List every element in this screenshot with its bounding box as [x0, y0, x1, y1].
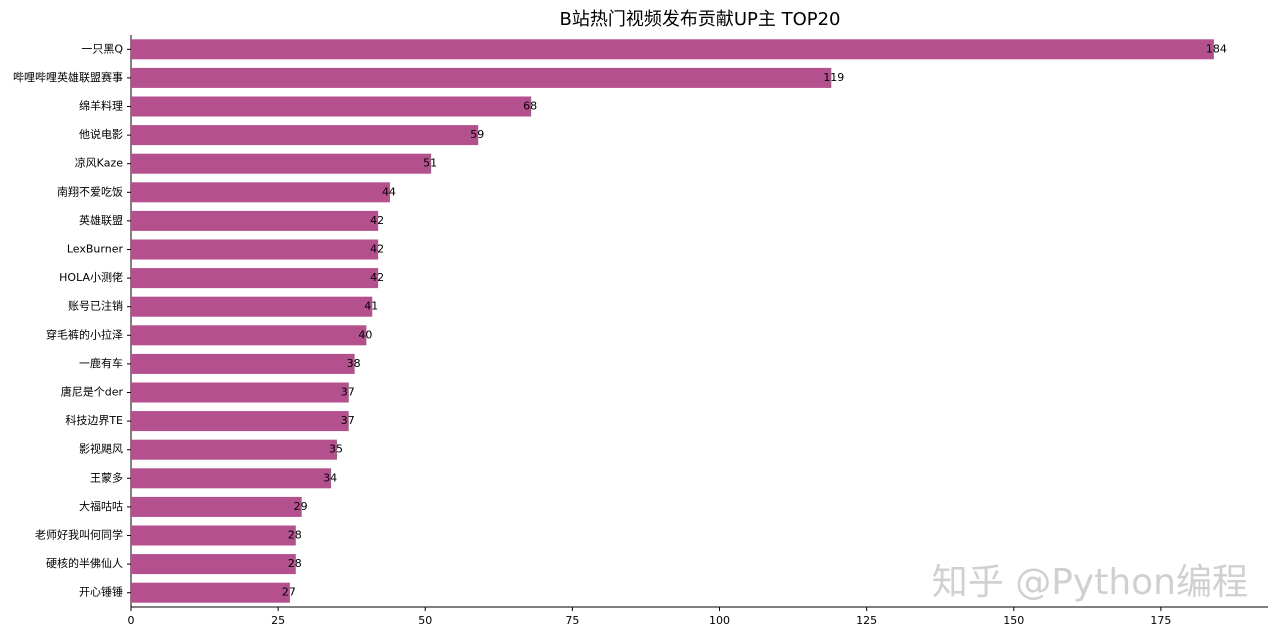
value-label: 41 [364, 300, 378, 313]
x-tick-label: 150 [1003, 614, 1024, 627]
bar [131, 125, 479, 146]
bar [131, 382, 349, 403]
y-tick-label: 他说电影 [79, 127, 123, 141]
value-label: 37 [341, 414, 355, 427]
value-label: 68 [523, 100, 537, 113]
value-label: 28 [288, 529, 302, 542]
y-tick-label: 南翔不爱吃饭 [57, 184, 123, 198]
x-tick-label: 100 [709, 614, 730, 627]
x-tick-label: 75 [565, 614, 579, 627]
y-tick-label: 一只黑Q [81, 42, 123, 55]
y-tick-label: 唐尼是个der [61, 385, 124, 399]
value-label: 29 [294, 500, 308, 513]
y-tick-label: 开心锤锤 [79, 585, 123, 599]
bar [131, 411, 349, 432]
y-tick-label: 影视飓风 [79, 442, 123, 456]
bar [131, 496, 302, 517]
bar [131, 39, 1214, 60]
value-label: 38 [347, 357, 361, 370]
bar [131, 210, 379, 231]
bar [131, 582, 290, 603]
value-label: 119 [823, 71, 844, 84]
bar [131, 67, 832, 88]
bar [131, 296, 373, 317]
chart-title: B站热门视频发布贡献UP主 TOP20 [559, 9, 840, 30]
y-tick-label: 一鹿有车 [79, 356, 123, 370]
bar [131, 439, 337, 460]
value-label: 37 [341, 386, 355, 399]
y-tick-label: 绵羊料理 [79, 99, 123, 113]
y-tick-label: 穿毛裤的小拉泽 [46, 327, 123, 341]
watermark: 知乎 @Python编程 [932, 562, 1248, 603]
y-tick-label: 大福咕咕 [79, 499, 123, 513]
bar [131, 239, 379, 260]
bar [131, 182, 390, 203]
value-label: 59 [470, 128, 484, 141]
value-label: 40 [358, 328, 372, 341]
x-tick-label: 175 [1150, 614, 1171, 627]
x-tick-label: 0 [128, 614, 135, 627]
bar [131, 353, 355, 374]
plot: 0 25 50 75 100 125 150 175 一只黑Q 184 哔哩哔哩英雄联盟赛事 119 绵… [13, 39, 1227, 627]
bar [131, 268, 379, 289]
value-label: 184 [1206, 42, 1227, 55]
y-tick-label: LexBurner [67, 243, 124, 256]
y-tick-label: 账号已注销 [68, 299, 123, 313]
value-label: 35 [329, 443, 343, 456]
value-label: 28 [288, 557, 302, 570]
y-tick-label: 王蒙多 [90, 470, 123, 484]
y-tick-label: HOLA小测佬 [59, 270, 123, 284]
x-tick-label: 50 [418, 614, 432, 627]
value-label: 42 [370, 243, 384, 256]
bar [131, 525, 296, 546]
bar [131, 153, 432, 174]
bar [131, 325, 367, 346]
x-tick-label: 25 [271, 614, 285, 627]
y-tick-label: 凉风Kaze [75, 156, 124, 170]
value-label: 42 [370, 271, 384, 284]
y-tick-label: 科技边界TE [65, 413, 123, 427]
y-tick-label: 硬核的半佛仙人 [46, 556, 123, 570]
value-label: 42 [370, 214, 384, 227]
y-tick-label: 老师好我叫何同学 [35, 528, 123, 542]
value-label: 44 [382, 185, 396, 198]
bar [131, 468, 332, 489]
value-label: 51 [423, 157, 437, 170]
x-tick-label: 125 [856, 614, 877, 627]
bar [131, 96, 532, 117]
y-tick-label: 英雄联盟 [79, 213, 123, 227]
bar [131, 554, 296, 575]
y-tick-label: 哔哩哔哩英雄联盟赛事 [13, 70, 123, 84]
value-label: 27 [282, 586, 296, 599]
value-label: 34 [323, 471, 337, 484]
